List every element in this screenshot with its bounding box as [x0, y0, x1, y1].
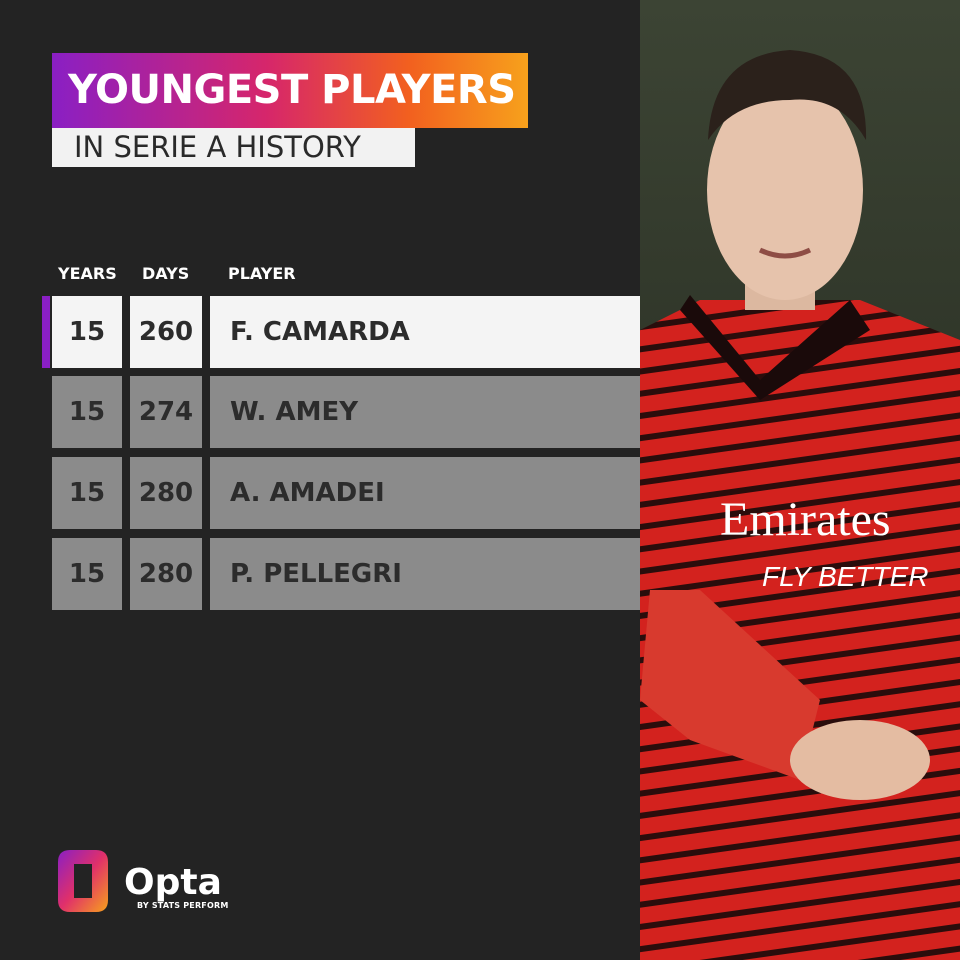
player-cell: F. CAMARDA	[210, 296, 640, 368]
subtitle: IN SERIE A HISTORY	[52, 128, 415, 167]
column-header: PLAYER	[228, 264, 296, 283]
number-cell: 280	[130, 538, 202, 610]
number-cell: 15	[52, 296, 122, 368]
logo-tagline: BY STATS PERFORM	[137, 901, 229, 910]
logo-mark	[58, 850, 108, 912]
logo-name: Opta	[124, 862, 222, 903]
column-header: YEARS	[58, 264, 117, 283]
column-header: DAYS	[142, 264, 190, 283]
player-photo: Emirates FLY BETTER	[640, 0, 960, 960]
number-cell: 280	[130, 457, 202, 529]
number-cell: 15	[52, 538, 122, 610]
player-cell: A. AMADEI	[210, 457, 640, 529]
number-cell: 260	[130, 296, 202, 368]
shirt-sponsor: Emirates	[720, 493, 891, 546]
row-highlight	[42, 296, 50, 368]
number-cell: 274	[130, 376, 202, 448]
player-cell: W. AMEY	[210, 376, 640, 448]
number-cell: 15	[52, 457, 122, 529]
player-cell: P. PELLEGRI	[210, 538, 640, 610]
shirt-tagline: FLY BETTER	[762, 561, 929, 592]
title: YOUNGEST PLAYERS	[52, 53, 528, 128]
number-cell: 15	[52, 376, 122, 448]
